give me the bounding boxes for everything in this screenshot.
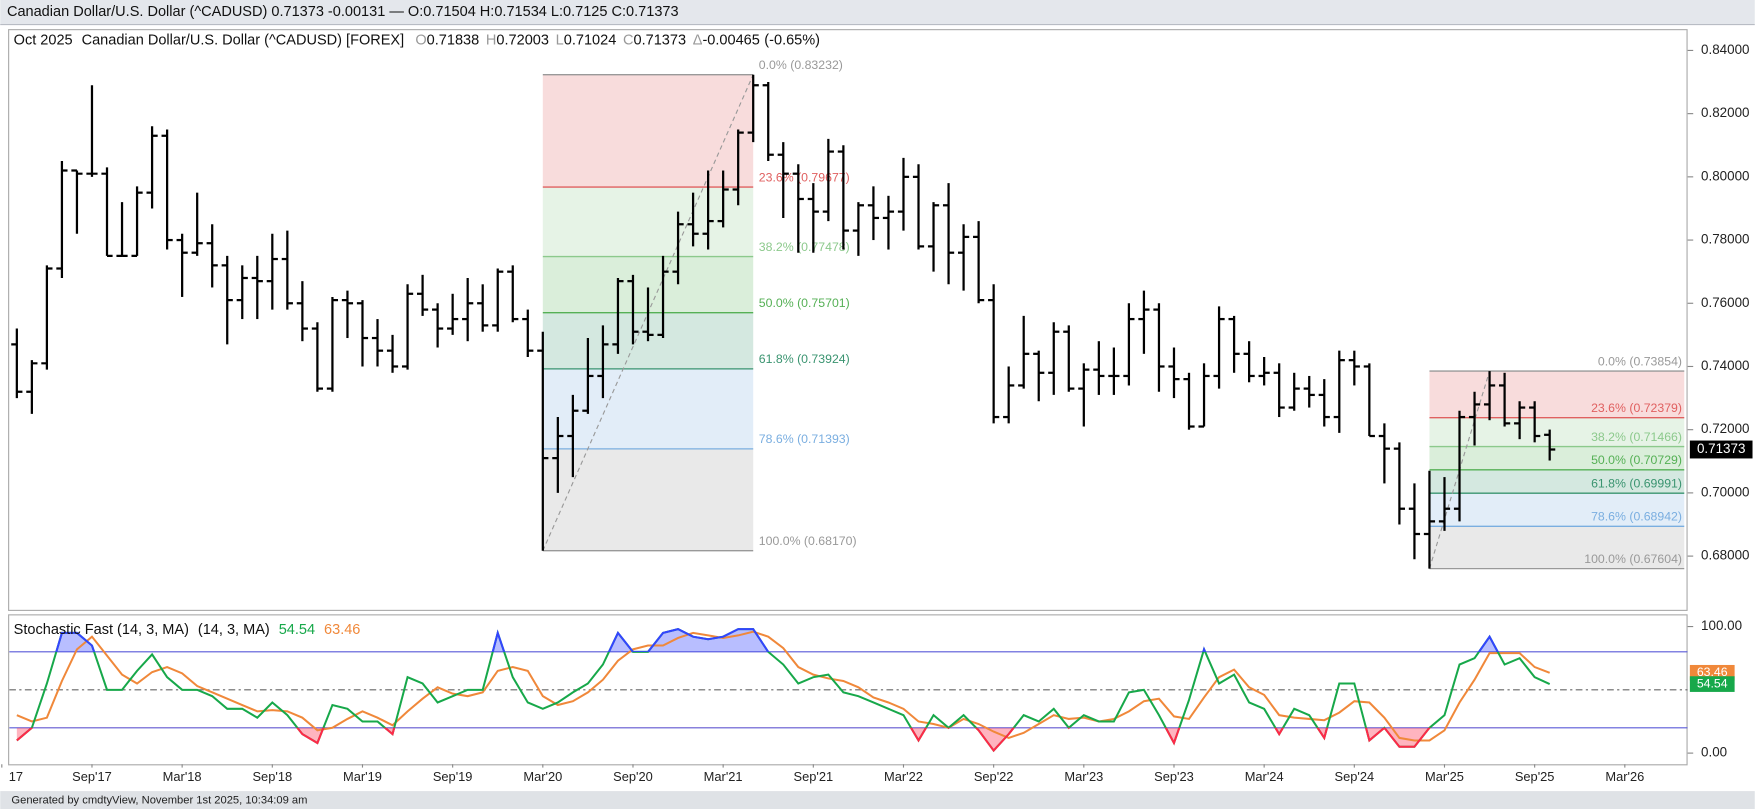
x-tick-label: Sep'17 [72, 769, 112, 784]
fib-label: 50.0% (0.70729) [1591, 453, 1682, 467]
stoch-zone-fill [16, 727, 1550, 751]
axes: 0.84000 0.82000 0.80000 0.78000 0.76000 0.740… [1, 42, 1753, 784]
d-value: 63.46 [324, 622, 360, 638]
x-tick-label: Mar'26 [1605, 769, 1644, 784]
stoch-line [16, 628, 1551, 753]
stoch-title: Stochastic Fast (14, 3, MA) [14, 622, 189, 638]
header-title: Canadian Dollar/U.S. Dollar (^CADUSD) 0.… [7, 4, 679, 20]
fib-band [1429, 526, 1685, 569]
fib-label: 23.6% (0.79677) [759, 170, 850, 184]
ohlc-value: 0.72003 [496, 32, 549, 48]
x-tick-label: Sep'24 [1334, 769, 1374, 784]
ohlc-value: 0.71024 [564, 32, 617, 48]
header-bar [0, 0, 1755, 25]
y-tick-label: 0.76000 [1701, 295, 1749, 310]
y-tick-label: 0.70000 [1701, 484, 1749, 499]
x-tick-label: Sep'23 [1154, 769, 1194, 784]
x-tick-label: Mar'20 [523, 769, 562, 784]
y-tick-label: 100.00 [1701, 618, 1742, 633]
stoch-params: (14, 3, MA) [198, 622, 270, 638]
stoch-tag-label: 54.54 [1697, 676, 1728, 690]
fib-label: 78.6% (0.71393) [759, 432, 850, 446]
x-tick-label: Sep'25 [1515, 769, 1555, 784]
fib-label: 61.8% (0.73924) [759, 352, 850, 366]
fib-band [1429, 417, 1685, 447]
fib-label: 61.8% (0.69991) [1591, 476, 1682, 490]
fib-band [1429, 446, 1685, 470]
k-value: 54.54 [279, 622, 315, 638]
x-tick-label: Mar'25 [1425, 769, 1464, 784]
y-tick-label: 0.82000 [1701, 105, 1749, 120]
fib-label: 50.0% (0.75701) [759, 296, 850, 310]
y-tick-label: 0.78000 [1701, 232, 1749, 247]
fib-band [542, 368, 754, 449]
stoch-plot [9, 628, 1688, 753]
footer-bar [0, 791, 1755, 809]
y-tick-label: 0.00 [1701, 745, 1727, 760]
last-price-label: 0.71373 [1697, 441, 1745, 456]
x-tick-label: Sep'20 [613, 769, 653, 784]
stoch-tag-label: 63.46 [1697, 665, 1728, 679]
y-tick-label: 0.84000 [1701, 42, 1749, 57]
ohlc-value: 0.71838 [427, 32, 480, 48]
y-tick-label: 0.74000 [1701, 358, 1749, 373]
x-tick-label: Mar'18 [163, 769, 202, 784]
price-panel [8, 29, 1688, 611]
y-tick-label: 0.68000 [1701, 548, 1749, 563]
fib-band [1429, 469, 1685, 494]
fib-band [1429, 371, 1685, 418]
x-tick-label: Sep'18 [252, 769, 292, 784]
stoch-legend: Stochastic Fast (14, 3, MA) (14, 3, MA) 54… [14, 622, 361, 638]
change-pct: (-0.65%) [764, 32, 820, 48]
x-tick-label: Mar'21 [704, 769, 743, 784]
ohlc-value: 0.71373 [634, 32, 687, 48]
symbol: Canadian Dollar/U.S. Dollar (^CADUSD) [F… [82, 32, 405, 48]
ohlc-label: C [623, 32, 634, 48]
y-tick-label: 0.80000 [1701, 168, 1749, 183]
fib-band [542, 74, 754, 188]
x-tick-label: 17 [9, 769, 23, 784]
change: -0.00465 [702, 32, 759, 48]
stoch-line [16, 630, 1551, 742]
x-tick-label: Mar'22 [884, 769, 923, 784]
ohlc-label: L [556, 32, 564, 48]
footer: Generated by cmdtyView, November 1st 202… [11, 795, 307, 807]
fib-label: 0.0% (0.83232) [759, 58, 843, 72]
price-plot: 0.0% (0.83232) 23.6% (0.79677) 38.2% (0.77… [11, 58, 1685, 570]
period: Oct 2025 [14, 32, 73, 48]
x-tick-label: Sep'22 [974, 769, 1014, 784]
fib-label: 100.0% (0.68170) [759, 534, 857, 548]
x-tick-label: Sep'21 [793, 769, 833, 784]
y-tick-label: 0.72000 [1701, 421, 1749, 436]
fib-label: 78.6% (0.68942) [1591, 510, 1682, 524]
last-price-tag [1689, 440, 1753, 459]
ohlc-label: H [486, 32, 497, 48]
fib-label: 0.0% (0.73854) [1598, 354, 1682, 368]
x-tick-label: Mar'23 [1064, 769, 1103, 784]
stoch-tag [1689, 676, 1735, 692]
ohlc-label: O [415, 32, 426, 48]
x-tick-label: Sep'19 [433, 769, 473, 784]
fib-label: 100.0% (0.67604) [1584, 552, 1682, 566]
price-legend: Oct 2025 Canadian Dollar/U.S. Dollar (^CA… [14, 32, 820, 48]
fib-band [1429, 493, 1685, 527]
x-tick-label: Mar'19 [343, 769, 382, 784]
x-tick-label: Mar'24 [1245, 769, 1284, 784]
fib-label: 38.2% (0.71466) [1591, 430, 1682, 444]
fib-band [542, 448, 754, 551]
fib-label: 23.6% (0.72379) [1591, 401, 1682, 415]
ohlc-label: Δ [693, 32, 703, 48]
fib-label: 38.2% (0.77478) [759, 240, 850, 254]
